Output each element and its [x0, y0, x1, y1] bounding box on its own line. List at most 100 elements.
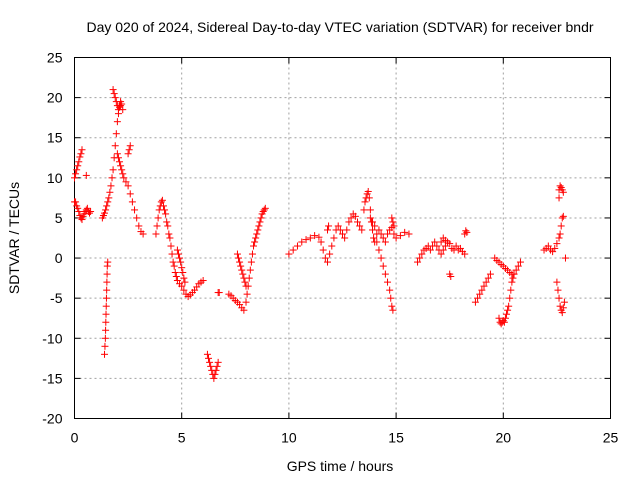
data-point: [257, 214, 265, 222]
data-point: [503, 310, 511, 318]
data-point: [555, 234, 563, 242]
data-point: [72, 170, 80, 178]
data-point: [172, 273, 180, 281]
data-point: [510, 270, 518, 278]
data-point: [174, 250, 182, 258]
data-point: [179, 268, 187, 276]
grid-layer: [74, 57, 611, 419]
data-point: [236, 258, 244, 266]
data-point: [558, 214, 566, 222]
data-point: [389, 306, 397, 314]
data-point: [205, 354, 212, 362]
data-point: [102, 318, 110, 326]
data-point: [431, 238, 439, 246]
data-point: [113, 118, 121, 126]
data-point: [508, 278, 516, 286]
data-point: [476, 290, 484, 298]
data-point: [250, 242, 258, 250]
data-point: [298, 238, 306, 246]
data-point: [558, 309, 566, 317]
data-point: [117, 102, 125, 110]
data-point: [556, 182, 564, 190]
data-point: [78, 216, 86, 224]
data-point: [326, 250, 334, 258]
data-point: [500, 318, 508, 326]
y-tick-label: 15: [47, 130, 63, 146]
data-point: [199, 277, 207, 285]
data-point: [114, 154, 122, 162]
data-point: [158, 196, 166, 204]
data-point: [366, 206, 374, 214]
data-point: [328, 242, 336, 250]
data-point: [396, 232, 404, 240]
data-point: [507, 286, 515, 294]
data-point: [559, 188, 567, 196]
y-tick-label: 0: [55, 250, 63, 266]
x-tick-label: 5: [178, 430, 186, 446]
data-point: [83, 204, 91, 212]
data-point: [180, 286, 188, 294]
data-point: [139, 230, 147, 238]
data-point: [325, 222, 333, 230]
data-point: [560, 298, 568, 306]
data-point: [153, 222, 161, 230]
data-point: [101, 342, 109, 350]
data-point: [416, 254, 424, 262]
data-point: [246, 266, 254, 274]
data-point: [361, 198, 369, 206]
data-point: [512, 266, 520, 274]
data-point: [553, 278, 561, 286]
data-point: [390, 230, 398, 238]
x-tick-label: 25: [603, 430, 619, 446]
data-point: [152, 230, 160, 238]
data-point: [388, 214, 396, 222]
data-point: [463, 228, 471, 236]
data-point: [360, 206, 368, 214]
data-point: [389, 218, 397, 226]
data-point: [117, 162, 125, 170]
data-point: [157, 198, 165, 206]
data-point: [354, 218, 362, 226]
data-point: [555, 294, 563, 302]
data-point: [238, 266, 246, 274]
data-point: [343, 226, 351, 234]
data-point: [75, 158, 83, 166]
data-point: [364, 187, 372, 195]
data-point: [392, 234, 400, 242]
data-point: [126, 142, 134, 150]
data-point: [124, 182, 132, 190]
data-point: [478, 286, 486, 294]
data-point: [111, 142, 119, 150]
data-point: [311, 232, 319, 240]
data-point: [135, 222, 143, 230]
data-point: [351, 212, 359, 220]
data-point: [426, 246, 434, 254]
data-point: [387, 294, 395, 302]
data-point: [102, 326, 110, 334]
y-tick-label: 10: [47, 170, 63, 186]
data-point: [102, 206, 110, 214]
data-point: [125, 146, 133, 154]
data-point: [289, 246, 297, 254]
data-point: [253, 230, 261, 238]
data-point: [164, 222, 172, 230]
data-point: [119, 106, 127, 114]
data-point: [102, 302, 110, 310]
y-tick-label: -20: [42, 411, 62, 427]
data-point: [233, 250, 241, 258]
data-point: [176, 254, 184, 262]
data-point: [173, 246, 181, 254]
data-point: [474, 294, 482, 302]
data-point: [365, 194, 373, 202]
data-point: [76, 153, 84, 161]
data-point: [369, 218, 377, 226]
data-point: [551, 244, 559, 252]
data-point: [237, 262, 245, 270]
data-point: [501, 314, 509, 322]
data-point: [418, 250, 426, 258]
data-point: [78, 146, 86, 154]
data-point: [167, 242, 175, 250]
data-point: [119, 170, 127, 178]
data-point: [207, 362, 215, 370]
